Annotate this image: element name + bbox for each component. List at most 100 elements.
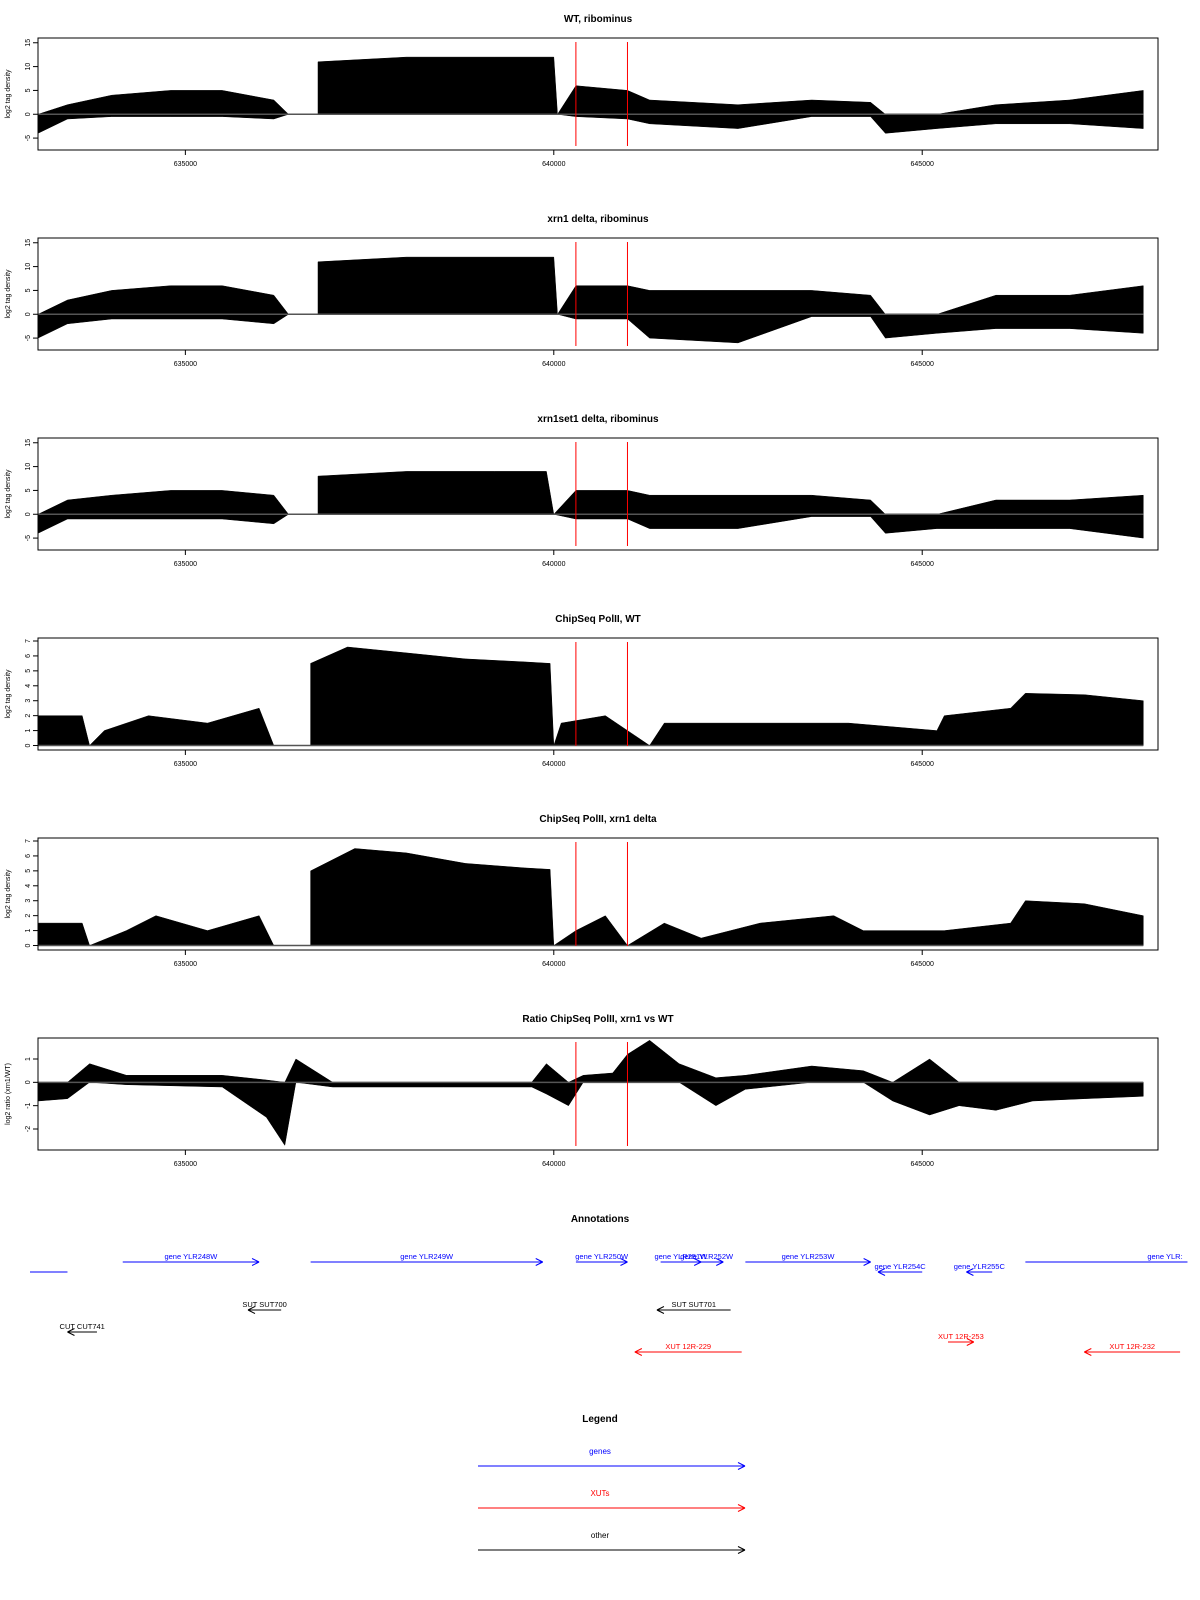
arrow-head [737,1549,746,1554]
annotation-label: gene YLR252W [680,1252,734,1261]
arrow-head [247,1306,256,1311]
y-tick-label: 15 [25,239,32,247]
plot-frame [37,437,1159,551]
arrow-head [251,1258,260,1263]
y-tick-label: -1 [25,1102,32,1108]
arrow-head [716,1261,724,1266]
arrow-head [535,1258,543,1263]
annotation-other-item: SUT SUT700 [242,1300,287,1314]
x-tick-label: 640000 [542,561,565,568]
plot-frame [37,1037,1159,1151]
annotation-genes-item: gene YLR254C [875,1262,927,1276]
signal-area [37,256,1144,344]
annotation-xuts-item: XUT 12R-253 [938,1332,984,1346]
x-tick-label: 645000 [911,1161,934,1168]
annotation-other-item: SUT SUT701 [656,1300,731,1314]
y-axis-label: log2 tag density [5,869,12,919]
y-tick-label: -2 [25,1126,32,1132]
x-tick-label: 640000 [542,361,565,368]
x-tick-label: 635000 [174,1161,197,1168]
y-tick-label: 0 [25,312,32,316]
x-tick-label: 640000 [542,761,565,768]
y-tick-label: 3 [25,699,32,703]
arrow-head [634,1348,643,1353]
y-axis-label: log2 tag density [5,469,12,519]
annotation-genes-item: gene YLR248W [122,1252,260,1266]
y-tick-label: -5 [25,135,32,141]
panel-title: Ratio ChipSeq PolII, xrn1 vs WT [522,1014,673,1025]
panel-4: ChipSeq PolII, WT 0 1 2 3 4 5 6 7 log2 tag densit… [5,614,1159,768]
legend-label: genes [589,1447,611,1456]
panel-6: Ratio ChipSeq PolII, xrn1 vs WT -2 -1 0 1 log… [5,1014,1159,1168]
y-tick-label: 2 [25,714,32,718]
y-tick-label: 15 [25,39,32,47]
panel-5: ChipSeq PolII, xrn1 delta 0 1 2 3 4 5 6 7 log2 ta… [5,814,1159,968]
signal-area [37,56,1144,134]
signal-area [37,1039,1145,1146]
arrow-head [966,1338,975,1343]
annotation-label: gene YLR254C [875,1262,927,1271]
legend: Legend genes XUTs other [478,1414,746,1554]
arrow-head [535,1261,543,1266]
arrow-head [1084,1348,1092,1353]
arrow-head [656,1306,665,1311]
annotation-label: XUT 12R-232 [1109,1342,1155,1351]
panel-1: WT, ribominus -5 0 5 10 15 log2 tag density 635… [5,14,1159,168]
panel-title: ChipSeq PolII, xrn1 delta [539,814,657,825]
x-tick-label: 635000 [174,161,197,168]
x-tick-label: 635000 [174,561,197,568]
arrow-head [737,1507,746,1512]
signal-area [37,646,1144,746]
legend-item-other: other [478,1531,746,1554]
plot-frame [37,837,1159,951]
legend-title: Legend [582,1414,618,1425]
annotation-genes-item: gene YLR249W [310,1252,543,1266]
y-tick-label: 5 [25,488,32,492]
y-tick-label: -5 [25,335,32,341]
annotation-label: gene YLR255C [954,1262,1006,1271]
y-tick-label: 5 [25,669,32,673]
x-tick-label: 640000 [542,961,565,968]
arrow-head [716,1258,724,1263]
arrow-head [737,1546,746,1551]
panel-2: xrn1 delta, ribominus -5 0 5 10 15 log2 tag de… [5,214,1159,368]
arrow-head [966,1341,975,1346]
panel-title: xrn1set1 delta, ribominus [537,414,659,425]
annotation-other-item: CUT CUT741 [60,1322,105,1336]
y-tick-label: 0 [25,1080,32,1084]
y-tick-label: 1 [25,729,32,733]
x-tick-label: 635000 [174,361,197,368]
x-tick-label: 645000 [911,961,934,968]
annotation-genes-item: gene YLR255C [954,1262,1006,1276]
signal-area [37,848,1144,946]
arrow-head [634,1351,643,1356]
y-tick-label: 10 [25,463,32,471]
y-axis-label: log2 ratio (xrn1/WT) [5,1063,12,1125]
annotation-genes-item: gene YLR250W [575,1252,629,1266]
y-tick-label: 10 [25,263,32,271]
y-tick-label: 5 [25,288,32,292]
x-tick-label: 640000 [542,1161,565,1168]
y-tick-label: 1 [25,929,32,933]
annotation-genes-item: gene YLR: [1025,1252,1188,1263]
y-tick-label: 0 [25,943,32,947]
legend-label: XUTs [590,1489,609,1498]
y-tick-label: 7 [25,639,32,643]
y-tick-label: 4 [25,884,32,888]
annotation-label: gene YLR: [1147,1252,1182,1261]
arrow-head [863,1261,871,1266]
arrow-head [737,1462,746,1467]
annotation-xuts-item: XUT 12R-232 [1084,1342,1181,1356]
arrow-head [693,1258,702,1263]
annotations-title: Annotations [571,1214,630,1225]
arrow-head [656,1309,665,1314]
annotation-genes-item: gene YLR253W [745,1252,871,1266]
panel-title: ChipSeq PolII, WT [555,614,641,625]
annotation-label: gene YLR249W [400,1252,454,1261]
x-tick-label: 645000 [911,161,934,168]
x-tick-label: 635000 [174,761,197,768]
annotation-label: gene YLR248W [164,1252,218,1261]
plot-frame [37,637,1159,751]
arrow-head [693,1261,702,1266]
